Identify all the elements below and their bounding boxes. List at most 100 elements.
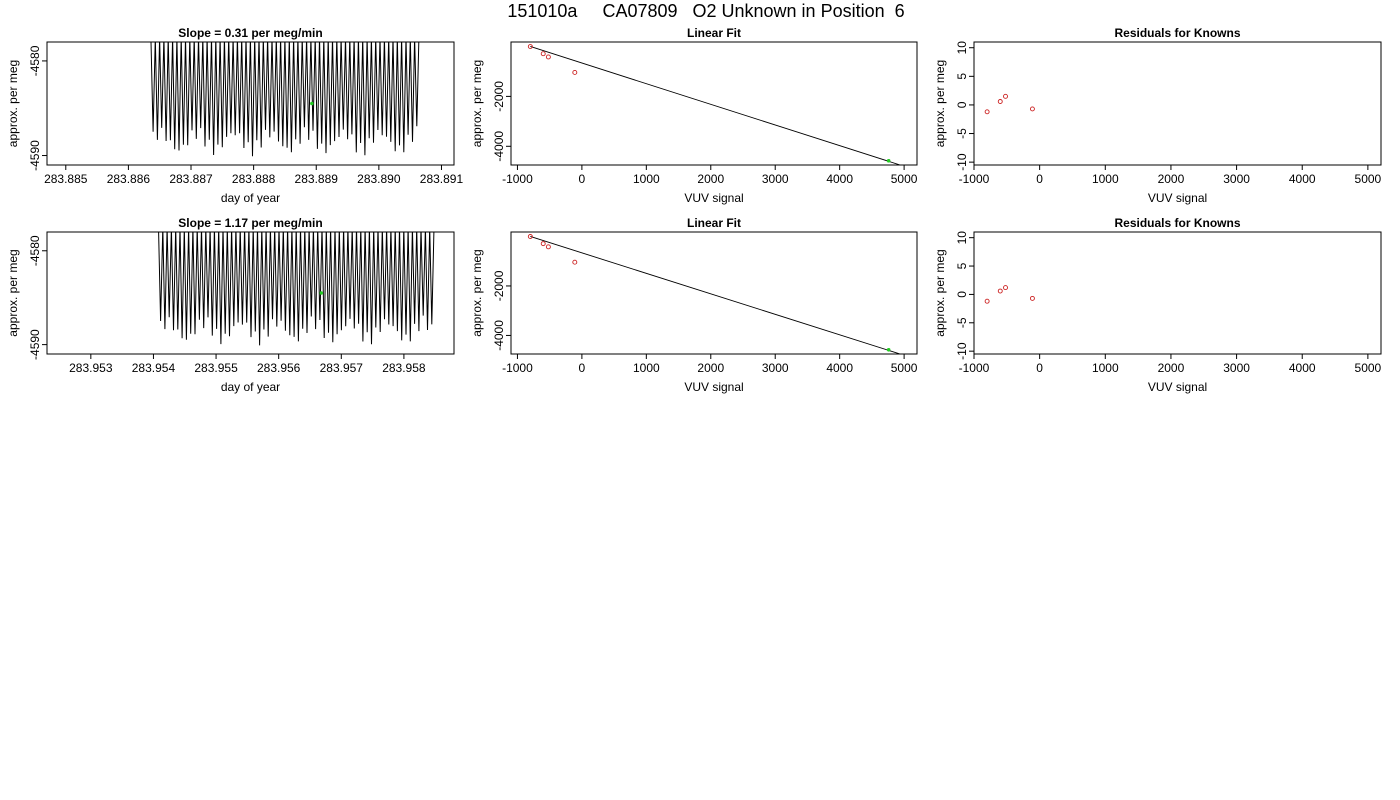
known-point-4: [572, 69, 578, 75]
known-point-1: [527, 44, 533, 49]
x-axis-label: day of year: [221, 380, 280, 394]
x-axis-label: VUV signal: [1148, 380, 1207, 394]
x-tick-label: 0: [1036, 172, 1043, 186]
unknown-marker-1: [310, 101, 314, 106]
y-tick-label: 10: [955, 231, 969, 245]
plot-area: [984, 93, 1035, 115]
y-axis-label: approx. per meg: [6, 60, 20, 147]
x-tick-label: 1000: [1092, 172, 1119, 186]
y-tick-label: -4580: [28, 45, 42, 76]
unknown-marker-1: [319, 291, 324, 295]
x-tick-label: 3000: [762, 361, 789, 375]
plot-area: [150, 42, 420, 157]
x-tick-label: 2000: [1158, 172, 1185, 186]
x-tick-label: 5000: [1355, 172, 1382, 186]
x-tick-label: 1000: [633, 361, 660, 375]
known-point-1: [984, 298, 990, 304]
y-tick-label: -2000: [492, 270, 506, 301]
y-tick-label: -4590: [28, 329, 42, 360]
x-tick-label: 5000: [891, 361, 918, 375]
chart-title: Linear Fit: [687, 216, 741, 230]
series-line-1: [158, 232, 435, 346]
known-point-2: [540, 241, 546, 247]
x-tick-label: 283.954: [132, 361, 176, 375]
x-tick-label: 3000: [1223, 361, 1250, 375]
plot-frame: [46, 41, 455, 166]
chart-panel-6: Residuals for Knowns -1000 0 1000 2000 3000 40…: [933, 216, 1382, 394]
chart-panel-5: Linear Fit -1000 0 1000 2000 3000 4000 5000 -400…: [470, 216, 918, 394]
fit-line: [530, 236, 902, 354]
x-tick-label: 3000: [1223, 172, 1250, 186]
y-tick-label: 0: [955, 101, 969, 108]
known-point-3: [545, 244, 551, 250]
series-line-1: [150, 42, 420, 157]
y-tick-label: -4590: [28, 140, 42, 171]
x-tick-label: 283.888: [232, 172, 276, 186]
y-tick-label: 0: [955, 291, 969, 298]
y-tick-label: 5: [955, 73, 969, 80]
x-tick-label: -1000: [502, 361, 533, 375]
unknown-point-1: [886, 347, 891, 352]
x-tick-label: 283.953: [69, 361, 113, 375]
y-tick-label: 5: [955, 262, 969, 269]
x-tick-label: 283.887: [169, 172, 213, 186]
x-tick-label: 3000: [762, 172, 789, 186]
plot-frame: [510, 231, 918, 355]
x-tick-label: 283.890: [357, 172, 401, 186]
x-tick-label: -1000: [502, 172, 533, 186]
known-point-4: [572, 259, 578, 265]
x-tick-label: 4000: [1289, 361, 1316, 375]
x-tick-label: -1000: [959, 172, 990, 186]
x-axis-label: day of year: [221, 191, 280, 205]
x-tick-label: 283.886: [107, 172, 151, 186]
plot-frame: [973, 231, 1382, 355]
y-tick-label: -4000: [492, 320, 506, 351]
y-axis-label: approx. per meg: [933, 249, 947, 336]
x-tick-label: 283.957: [320, 361, 364, 375]
x-tick-label: 5000: [891, 172, 918, 186]
chart-title: Slope = 1.17 per meg/min: [178, 216, 322, 230]
x-tick-label: 2000: [1158, 361, 1185, 375]
known-point-2: [997, 99, 1003, 104]
y-tick-label: 10: [955, 41, 969, 55]
known-point-4: [1029, 106, 1035, 112]
page-title: 151010a CA07809 O2 Unknown in Position 6: [507, 1, 905, 21]
chart-panel-1: Slope = 0.31 per meg/min 283.885 283.886 28…: [6, 26, 463, 205]
y-tick-label: -5: [955, 128, 969, 139]
x-tick-label: 283.889: [295, 172, 339, 186]
chart-title: Linear Fit: [687, 26, 741, 40]
y-tick-label: -2000: [492, 81, 506, 112]
known-point-3: [1003, 285, 1008, 291]
plot-frame: [973, 41, 1382, 166]
known-point-3: [545, 54, 551, 60]
known-point-1: [527, 234, 533, 239]
plot-frame: [510, 41, 918, 166]
x-tick-label: 283.885: [44, 172, 88, 186]
chart-title: Residuals for Knowns: [1114, 26, 1240, 40]
chart-title: Slope = 0.31 per meg/min: [178, 26, 322, 40]
x-axis-label: VUV signal: [684, 380, 743, 394]
plot-area: [527, 234, 902, 354]
plot-frame: [46, 231, 455, 355]
y-axis-label: approx. per meg: [933, 60, 947, 147]
known-point-1: [984, 109, 990, 115]
x-tick-label: 283.955: [194, 361, 238, 375]
plot-area: [527, 44, 902, 165]
known-point-2: [540, 51, 546, 57]
x-tick-label: 2000: [697, 172, 724, 186]
chart-panel-2: Linear Fit -1000 0 1000 2000 3000 4000 5000 -400…: [470, 26, 918, 205]
y-axis-label: approx. per meg: [470, 60, 484, 147]
x-axis-label: VUV signal: [1148, 191, 1207, 205]
x-tick-label: 4000: [826, 172, 853, 186]
known-point-2: [997, 288, 1003, 294]
plot-area: [984, 285, 1035, 304]
y-axis-label: approx. per meg: [6, 249, 20, 336]
x-tick-label: 283.956: [257, 361, 301, 375]
known-point-4: [1029, 295, 1035, 301]
y-tick-label: -4000: [492, 131, 506, 162]
plot-area: [158, 232, 435, 346]
chart-panel-3: Residuals for Knowns -1000 0 1000 2000 3000 40…: [933, 26, 1382, 205]
y-tick-label: -4580: [28, 235, 42, 266]
x-tick-label: 5000: [1355, 361, 1382, 375]
